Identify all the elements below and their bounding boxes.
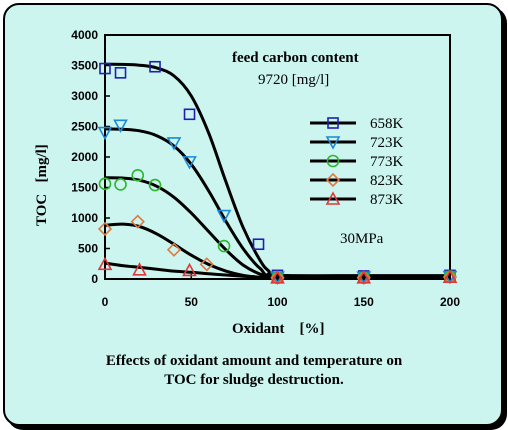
- y-tick-label: 500: [78, 242, 98, 256]
- x-tick-label: 50: [185, 295, 199, 309]
- point-823K: [166, 242, 182, 257]
- point-873K: [270, 270, 285, 284]
- point-773K: [217, 239, 231, 253]
- y-axis-label: TOC [mg/l]: [34, 144, 50, 226]
- x-tick-label: 0: [102, 295, 109, 309]
- legend-marker-773K: [326, 154, 340, 168]
- point-773K: [131, 169, 145, 182]
- legend-label-773K: 773K: [370, 154, 404, 170]
- legend-marker-823K: [325, 172, 341, 188]
- point-773K: [148, 178, 162, 192]
- point-723K: [182, 156, 197, 170]
- point-723K: [113, 119, 128, 133]
- curve-658K: [104, 62, 451, 278]
- point-658K: [114, 67, 127, 79]
- point-658K: [183, 108, 196, 121]
- point-823K: [270, 270, 285, 285]
- point-773K: [98, 177, 112, 191]
- y-tick-label: 2500: [71, 120, 98, 134]
- figure-caption: Effects of oxidant amount and temperatur…: [0, 352, 508, 390]
- pressure-label: 30MPa: [340, 231, 384, 247]
- point-723K: [216, 209, 232, 224]
- point-873K: [132, 262, 147, 276]
- x-tick-label: 100: [267, 295, 287, 309]
- point-823K: [97, 221, 113, 237]
- axis-ticks: 0 500 1000 1500 2000 2500 3000 3500 4000 0 50 100 15…: [71, 28, 460, 309]
- point-823K: [356, 270, 371, 285]
- y-tick-label: 1500: [71, 181, 98, 195]
- legend-label-658K: 658K: [370, 116, 404, 132]
- point-658K: [252, 238, 265, 251]
- feed-value: 9720 [mg/l]: [258, 72, 329, 88]
- legend: 658K 723K 773K 823K 873K: [310, 116, 404, 208]
- point-873K: [442, 269, 458, 283]
- point-823K: [130, 214, 145, 229]
- caption-line-2: TOC for sludge destruction.: [164, 372, 344, 388]
- point-873K: [356, 270, 372, 284]
- y-tick-label: 3000: [71, 89, 98, 103]
- point-873K: [97, 256, 113, 271]
- point-658K: [149, 60, 161, 73]
- legend-label-723K: 723K: [370, 135, 404, 151]
- point-773K: [114, 178, 127, 191]
- y-tick-label: 2000: [71, 150, 98, 164]
- chart-card: [3, 3, 503, 426]
- x-tick-label: 150: [354, 295, 374, 309]
- caption-line-1: Effects of oxidant amount and temperatur…: [105, 353, 403, 369]
- data-markers: [97, 60, 458, 285]
- fit-curves: [104, 62, 451, 280]
- point-658K: [99, 62, 111, 75]
- curve-873K: [104, 261, 450, 280]
- x-tick-label: 200: [440, 295, 460, 309]
- legend-label-823K: 823K: [370, 173, 404, 189]
- y-tick-label: 1000: [71, 211, 98, 225]
- point-723K: [97, 126, 113, 141]
- point-723K: [166, 137, 182, 151]
- y-tick-label: 3500: [71, 59, 98, 73]
- y-tick-label: 4000: [71, 28, 98, 42]
- legend-label-873K: 873K: [370, 192, 404, 208]
- x-axis-label: Oxidant [%]: [232, 321, 325, 337]
- legend-marker-723K: [325, 136, 341, 150]
- feed-title: feed carbon content: [232, 50, 359, 66]
- point-823K: [442, 270, 458, 285]
- point-873K: [182, 262, 197, 277]
- y-tick-label: 0: [91, 272, 98, 286]
- legend-marker-873K: [325, 191, 341, 205]
- point-823K: [199, 257, 214, 272]
- legend-marker-658K: [327, 117, 339, 129]
